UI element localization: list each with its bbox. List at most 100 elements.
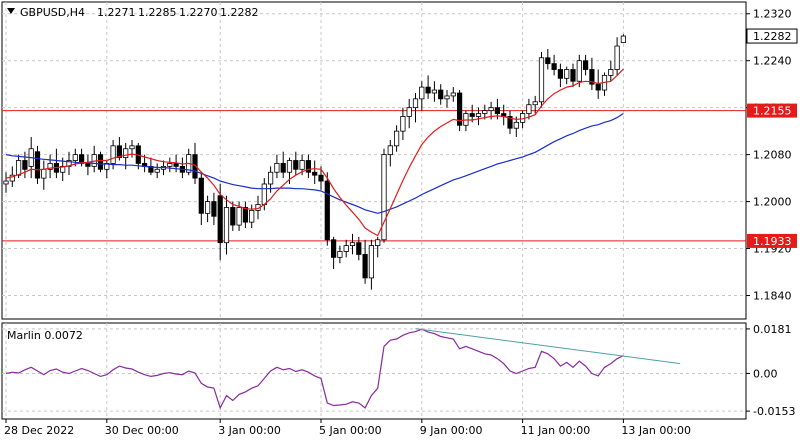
candle-bull: [204, 201, 211, 214]
candle-bull: [47, 163, 53, 170]
candle-bear: [595, 83, 601, 91]
candle-bull: [475, 113, 482, 117]
header-open: 1.2271: [97, 6, 136, 19]
candle-bull: [526, 104, 532, 114]
slow-ma-line: [5, 112, 624, 214]
candle-bull: [337, 251, 343, 258]
candle-bull: [267, 171, 274, 185]
candle-bear: [192, 154, 198, 179]
candle-bear: [469, 113, 475, 117]
moving-averages: [5, 68, 624, 237]
candle-bear: [211, 201, 217, 217]
current-price-tag: [746, 28, 798, 44]
level-tag: [747, 233, 797, 248]
price-tick-label: 1.2000: [753, 196, 792, 209]
candle-bear: [583, 60, 589, 70]
candle-bull: [129, 145, 135, 150]
candle-bear: [551, 63, 557, 70]
candle-bull: [167, 163, 173, 167]
candle-bull: [299, 160, 305, 170]
candle-bear: [22, 160, 28, 170]
time-tick-label: 3 Jan 00:00: [218, 424, 281, 437]
candle-bear: [324, 180, 330, 241]
candle-bear: [293, 160, 299, 170]
candle-bear: [557, 69, 564, 79]
level-label: 1.1933: [753, 235, 792, 248]
candle-bear: [438, 89, 444, 100]
candle-bull: [368, 245, 375, 279]
candle-bear: [198, 177, 204, 214]
candle-bull: [154, 168, 160, 173]
candle-bull: [9, 174, 15, 182]
candle-bull: [532, 101, 538, 106]
candle-bear: [318, 174, 324, 182]
indicator-pane: Marlin 0.0072: [1, 322, 747, 420]
candle-bull: [110, 145, 116, 164]
candle-bull: [223, 207, 230, 244]
candle-bear: [173, 163, 179, 167]
candle-bear: [312, 171, 318, 176]
candle-bull: [450, 92, 456, 97]
candle-bull: [400, 116, 406, 132]
candle-bear: [79, 154, 85, 164]
price-tick-label: 1.1840: [753, 290, 792, 303]
time-tick-label: 13 Jan 00:00: [621, 424, 691, 437]
candle-bear: [217, 195, 223, 244]
candle-bull: [286, 160, 293, 173]
fast-ma-line: [5, 68, 624, 237]
candle-bull: [249, 209, 255, 223]
candle-bear: [85, 163, 91, 167]
candle-bull: [123, 148, 129, 158]
candle-bear: [148, 165, 154, 173]
candle-bull: [3, 180, 9, 185]
candle-bear: [570, 69, 576, 82]
candle-bear: [494, 107, 501, 114]
candle-bull: [60, 165, 66, 173]
candle-bull: [274, 163, 280, 173]
candle-bear: [280, 163, 286, 173]
time-tick-label: 11 Jan 00:00: [521, 424, 591, 437]
candle-bull: [482, 110, 488, 114]
candle-bear: [242, 207, 248, 223]
indicator-pane-frame: [1, 322, 747, 420]
candle-bear: [456, 92, 463, 126]
header-symbol: GBPUSD,H4: [20, 6, 85, 19]
price-tick-label: 1.2080: [753, 149, 792, 162]
marlin-line: [5, 328, 624, 410]
candles: [3, 34, 627, 290]
header-close: 1.2282: [220, 6, 259, 19]
candle-bear: [425, 86, 431, 94]
price-tick-label: 1.2240: [753, 55, 792, 68]
candle-bull: [72, 154, 78, 161]
candle-bull: [343, 245, 349, 252]
candle-bull: [236, 207, 242, 226]
indicator-tick-label: -0.0153: [753, 405, 795, 418]
indicator-lines: [5, 328, 681, 410]
candle-bear: [116, 145, 122, 158]
divergence-trendline[interactable]: [415, 328, 681, 365]
indicator-tick-label: 0.00: [753, 367, 778, 380]
candle-bear: [507, 116, 513, 129]
collapse-triangle-icon[interactable]: [7, 8, 15, 14]
header-low: 1.2270: [179, 6, 218, 19]
candle-bear: [589, 69, 595, 85]
time-tick-label: 5 Jan 00:00: [319, 424, 382, 437]
candle-bear: [34, 151, 41, 179]
candle-bull: [620, 35, 627, 43]
time-axis: 28 Dec 2022 30 Dec 00:00 3 Jan 00:00 5 Jan …: [4, 419, 691, 437]
candle-bull: [387, 145, 393, 156]
candle-bull: [375, 239, 381, 247]
indicator-tick-label: 0.0181: [753, 323, 792, 336]
candle-bull: [15, 160, 22, 176]
candle-bull: [538, 57, 545, 103]
price-axis: 1.23201.22401.21601.20801.20001.19201.18…: [746, 8, 798, 303]
level-label: 1.2155: [753, 105, 792, 118]
candle-bull: [444, 95, 450, 100]
candle-bull: [431, 89, 438, 94]
candle-bull: [513, 121, 519, 129]
time-tick-label: 9 Jan 00:00: [420, 424, 483, 437]
candle-bull: [564, 69, 570, 79]
price-pane: GBPUSD,H4 1.2271 1.2285 1.2270 1.2282: [1, 1, 747, 320]
candle-bull: [488, 107, 494, 112]
